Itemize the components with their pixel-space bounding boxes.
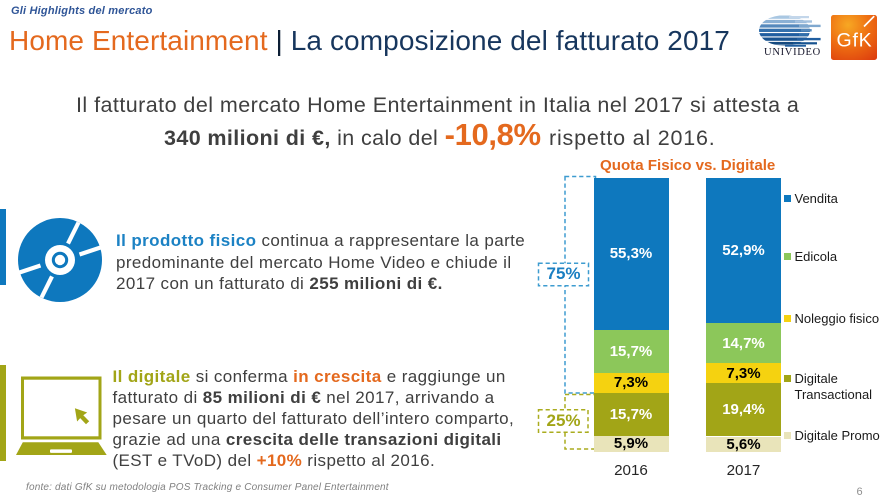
svg-text:GfK: GfK bbox=[837, 30, 873, 52]
